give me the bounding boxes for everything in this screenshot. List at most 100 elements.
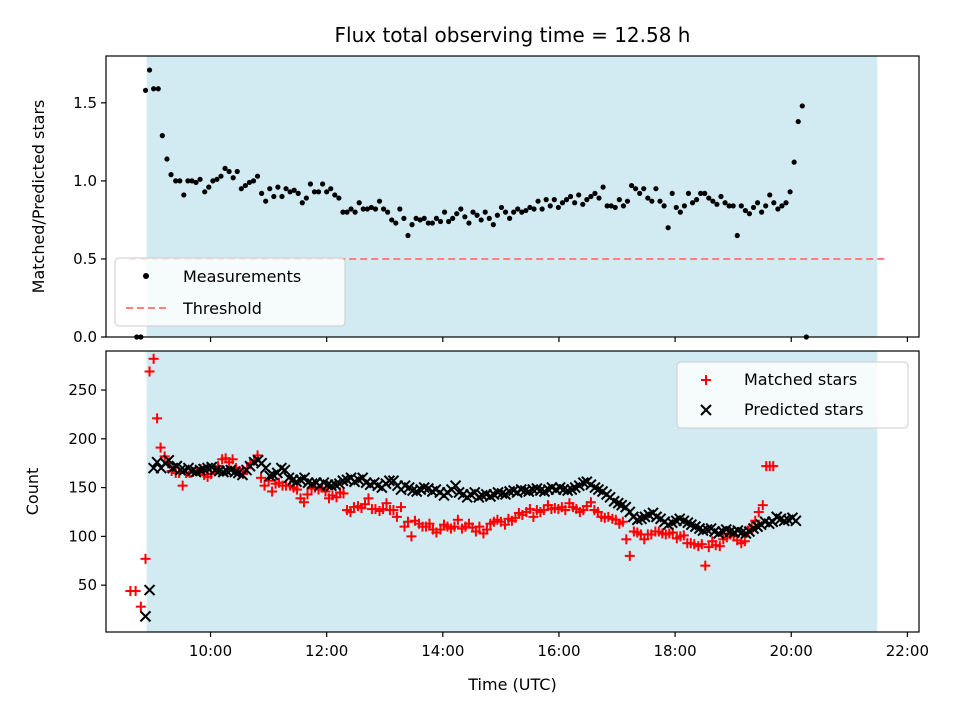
y-tick-label: 150 [68, 479, 97, 497]
measurement-point [372, 206, 379, 212]
matched-star-point [359, 499, 370, 510]
measurement-point [759, 209, 765, 215]
measurement-point [417, 217, 423, 223]
matched-star-point [560, 505, 571, 516]
matched-star-point [617, 516, 628, 527]
measurement-point [146, 67, 153, 73]
measurement-point [397, 206, 403, 212]
count-panel-frame [105, 350, 920, 633]
matched-stars-points [125, 353, 779, 612]
measurement-point [238, 186, 244, 192]
measurement-point [637, 190, 643, 196]
predicted-star-point [418, 481, 430, 494]
measurement-point [633, 186, 639, 192]
measurement-point [576, 192, 582, 198]
ratio-panel-frame [105, 55, 920, 338]
predicted-star-point [139, 610, 152, 623]
measurement-point [669, 190, 675, 196]
measurement-point [287, 189, 293, 195]
measurement-point [738, 203, 744, 209]
measurement-point [356, 200, 362, 206]
predicted-star-point [264, 470, 276, 482]
measurement-point [267, 186, 273, 192]
measurement-point [446, 218, 452, 225]
measurement-point [348, 206, 354, 212]
measurement-point [763, 203, 769, 209]
legend-threshold-label: Threshold [182, 299, 262, 318]
measurement-point [689, 200, 696, 206]
measurement-point [332, 192, 338, 198]
measurement-point [242, 182, 248, 189]
measurement-point [535, 198, 541, 204]
matched-star-point [338, 488, 349, 499]
measurement-point [779, 203, 785, 209]
predicted-star-point [197, 463, 210, 475]
measurement-point [250, 178, 257, 184]
matched-star-point [388, 505, 399, 516]
measurement-point [142, 87, 149, 93]
measurement-point [567, 193, 574, 200]
matched-star-point [148, 353, 159, 364]
measurement-point [767, 192, 773, 198]
measurement-point [746, 211, 753, 217]
measurement-point [259, 190, 265, 196]
measurement-point [222, 165, 228, 171]
measurement-point [551, 197, 557, 203]
x-tick-label: 16:00 [537, 642, 580, 660]
measurement-point [572, 200, 578, 206]
measurement-point [389, 217, 395, 223]
measurement-point [271, 193, 277, 200]
measurement-point [783, 200, 789, 206]
matched-star-point [528, 511, 539, 522]
measurement-point [474, 212, 480, 218]
y-tick-label: 0.5 [73, 250, 97, 268]
measurement-point [624, 198, 631, 204]
measurement-point [714, 201, 720, 207]
matched-star-point [381, 498, 392, 509]
measurement-point [693, 197, 700, 203]
measurement-point [364, 206, 370, 212]
measurement-point [612, 204, 618, 211]
measurement-point [750, 204, 757, 211]
y-tick-label: 1.0 [73, 172, 97, 190]
y-tick-label: 0.0 [73, 328, 97, 346]
measurement-point [600, 184, 606, 190]
measurement-point [722, 200, 728, 206]
count-legend-box [676, 361, 909, 429]
measurement-point [466, 220, 472, 226]
measurement-point [620, 203, 627, 209]
legend-predicted-marker [700, 404, 712, 416]
measurement-point [580, 201, 586, 207]
predicted-star-point [790, 515, 802, 527]
measurement-point [164, 156, 170, 162]
matched-star-point [753, 506, 764, 517]
matched-star-point [152, 413, 163, 424]
matched-star-point [256, 472, 267, 483]
measurement-point [254, 173, 261, 179]
measurement-point [441, 209, 448, 215]
measurement-point [413, 215, 419, 221]
matched-star-point [768, 461, 779, 472]
measurement-point [393, 220, 399, 226]
measurement-point [596, 195, 602, 201]
ratio-legend-box [114, 257, 346, 327]
matched-star-point [299, 497, 310, 508]
measurement-point [710, 198, 716, 204]
predicted-star-point [143, 584, 156, 596]
ratio-panel-y-ticks: 0.0 0.5 1.0 1.5 [73, 94, 106, 346]
measurement-point [218, 173, 224, 179]
measurement-point [405, 232, 411, 239]
measurement-point [155, 86, 161, 92]
legend-plus-glyph [701, 375, 711, 385]
measurement-point [344, 209, 350, 215]
measurement-point [291, 187, 297, 193]
measurement-point [515, 206, 521, 212]
legend-predicted-label: Predicted stars [744, 400, 864, 419]
measurement-point [681, 203, 687, 209]
measurement-point [543, 197, 549, 203]
measurement-point [730, 203, 736, 209]
measurement-point [234, 168, 240, 175]
measurement-point [315, 189, 322, 195]
measurement-point [787, 189, 793, 195]
